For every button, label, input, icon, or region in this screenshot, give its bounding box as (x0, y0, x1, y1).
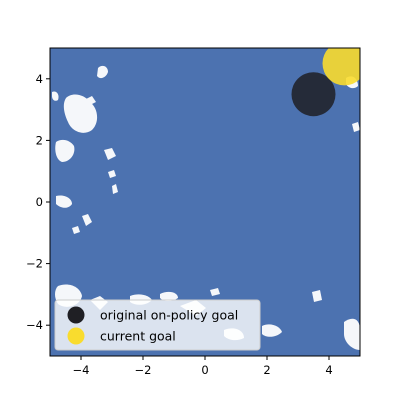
x-tick-label: 0 (201, 363, 208, 377)
x-tick-label: 4 (325, 363, 332, 377)
legend-label-current-goal: current goal (100, 329, 176, 344)
y-tick-label: −4 (26, 318, 43, 332)
legend-marker-current-goal (67, 327, 85, 345)
x-axis: −4 −2 0 2 4 (73, 356, 333, 377)
legend-marker-original-goal (67, 306, 85, 324)
y-tick-label: −2 (26, 257, 43, 271)
x-tick-label: −4 (73, 363, 90, 377)
series-points (291, 48, 360, 117)
y-axis: −4 −2 0 2 4 (26, 72, 50, 332)
x-tick-label: −2 (135, 363, 152, 377)
legend-box (54, 299, 261, 351)
y-tick-label: 0 (36, 195, 43, 209)
y-tick-label: 2 (36, 133, 43, 147)
x-tick-label: 2 (263, 363, 270, 377)
legend-label-original-goal: original on-policy goal (100, 308, 238, 323)
y-tick-label: 4 (36, 72, 43, 86)
point-current-goal (322, 48, 360, 86)
point-original-goal (291, 72, 336, 117)
legend: original on-policy goal current goal (54, 299, 261, 351)
